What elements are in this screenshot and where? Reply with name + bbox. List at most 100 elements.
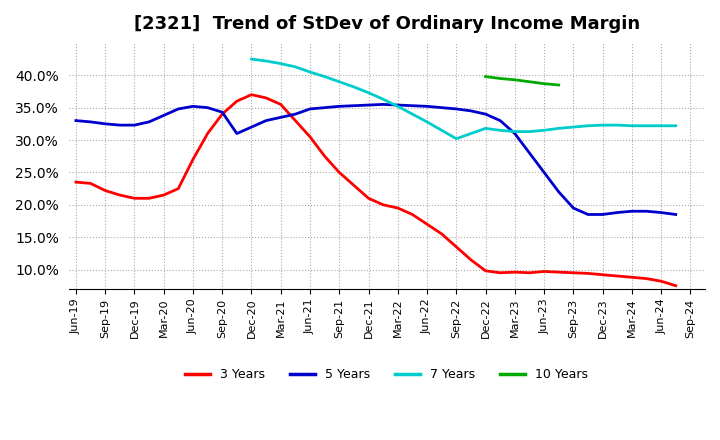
3 Years: [657, 279, 665, 284]
5 Years: [291, 111, 300, 117]
3 Years: [306, 134, 315, 139]
5 Years: [130, 122, 139, 128]
3 Years: [642, 276, 651, 281]
7 Years: [306, 70, 315, 75]
3 Years: [233, 99, 241, 104]
3 Years: [628, 275, 636, 280]
7 Years: [672, 123, 680, 128]
Legend: 3 Years, 5 Years, 7 Years, 10 Years: 3 Years, 5 Years, 7 Years, 10 Years: [180, 363, 593, 386]
7 Years: [423, 119, 431, 125]
3 Years: [584, 271, 593, 276]
7 Years: [379, 97, 387, 102]
3 Years: [218, 111, 227, 117]
Line: 10 Years: 10 Years: [485, 77, 559, 85]
5 Years: [481, 111, 490, 117]
7 Years: [364, 90, 373, 95]
7 Years: [291, 64, 300, 70]
5 Years: [408, 103, 417, 108]
5 Years: [145, 119, 153, 125]
3 Years: [452, 244, 461, 249]
Title: [2321]  Trend of StDev of Ordinary Income Margin: [2321] Trend of StDev of Ordinary Income…: [134, 15, 640, 33]
7 Years: [320, 74, 329, 79]
3 Years: [554, 269, 563, 275]
3 Years: [145, 196, 153, 201]
7 Years: [613, 122, 621, 128]
3 Years: [379, 202, 387, 207]
10 Years: [481, 74, 490, 79]
5 Years: [159, 113, 168, 118]
5 Years: [115, 122, 124, 128]
5 Years: [642, 209, 651, 214]
7 Years: [510, 129, 519, 134]
7 Years: [554, 126, 563, 131]
Line: 5 Years: 5 Years: [76, 104, 676, 214]
5 Years: [423, 104, 431, 109]
5 Years: [364, 103, 373, 108]
3 Years: [189, 157, 197, 162]
7 Years: [569, 125, 577, 130]
7 Years: [496, 128, 505, 133]
3 Years: [672, 283, 680, 288]
5 Years: [247, 125, 256, 130]
7 Years: [598, 122, 607, 128]
5 Years: [350, 103, 359, 108]
7 Years: [467, 131, 475, 136]
7 Years: [540, 128, 549, 133]
3 Years: [437, 231, 446, 237]
5 Years: [657, 210, 665, 215]
5 Years: [584, 212, 593, 217]
3 Years: [540, 269, 549, 274]
3 Years: [86, 181, 95, 186]
7 Years: [335, 79, 343, 84]
5 Years: [569, 205, 577, 211]
3 Years: [130, 196, 139, 201]
3 Years: [408, 212, 417, 217]
7 Years: [452, 136, 461, 141]
5 Years: [496, 118, 505, 123]
3 Years: [393, 205, 402, 211]
5 Years: [628, 209, 636, 214]
3 Years: [613, 273, 621, 279]
5 Years: [467, 108, 475, 114]
3 Years: [350, 183, 359, 188]
10 Years: [540, 81, 549, 86]
3 Years: [496, 270, 505, 275]
7 Years: [350, 84, 359, 90]
7 Years: [262, 59, 271, 64]
3 Years: [467, 257, 475, 262]
3 Years: [598, 272, 607, 277]
5 Years: [174, 106, 183, 112]
7 Years: [408, 111, 417, 117]
5 Years: [510, 131, 519, 136]
3 Years: [320, 154, 329, 159]
3 Years: [423, 222, 431, 227]
7 Years: [642, 123, 651, 128]
7 Years: [628, 123, 636, 128]
10 Years: [554, 82, 563, 88]
5 Years: [335, 104, 343, 109]
7 Years: [657, 123, 665, 128]
3 Years: [481, 268, 490, 274]
7 Years: [437, 128, 446, 133]
5 Years: [393, 103, 402, 108]
5 Years: [525, 150, 534, 156]
5 Years: [379, 102, 387, 107]
7 Years: [247, 56, 256, 62]
5 Years: [71, 118, 80, 123]
3 Years: [101, 188, 109, 193]
3 Years: [115, 192, 124, 198]
5 Years: [101, 121, 109, 126]
5 Years: [233, 131, 241, 136]
3 Years: [71, 180, 80, 185]
3 Years: [335, 170, 343, 175]
5 Years: [320, 105, 329, 110]
7 Years: [393, 104, 402, 109]
5 Years: [437, 105, 446, 110]
5 Years: [218, 110, 227, 115]
5 Years: [554, 189, 563, 194]
Line: 3 Years: 3 Years: [76, 95, 676, 286]
5 Years: [262, 118, 271, 123]
7 Years: [525, 129, 534, 134]
3 Years: [247, 92, 256, 97]
3 Years: [203, 131, 212, 136]
